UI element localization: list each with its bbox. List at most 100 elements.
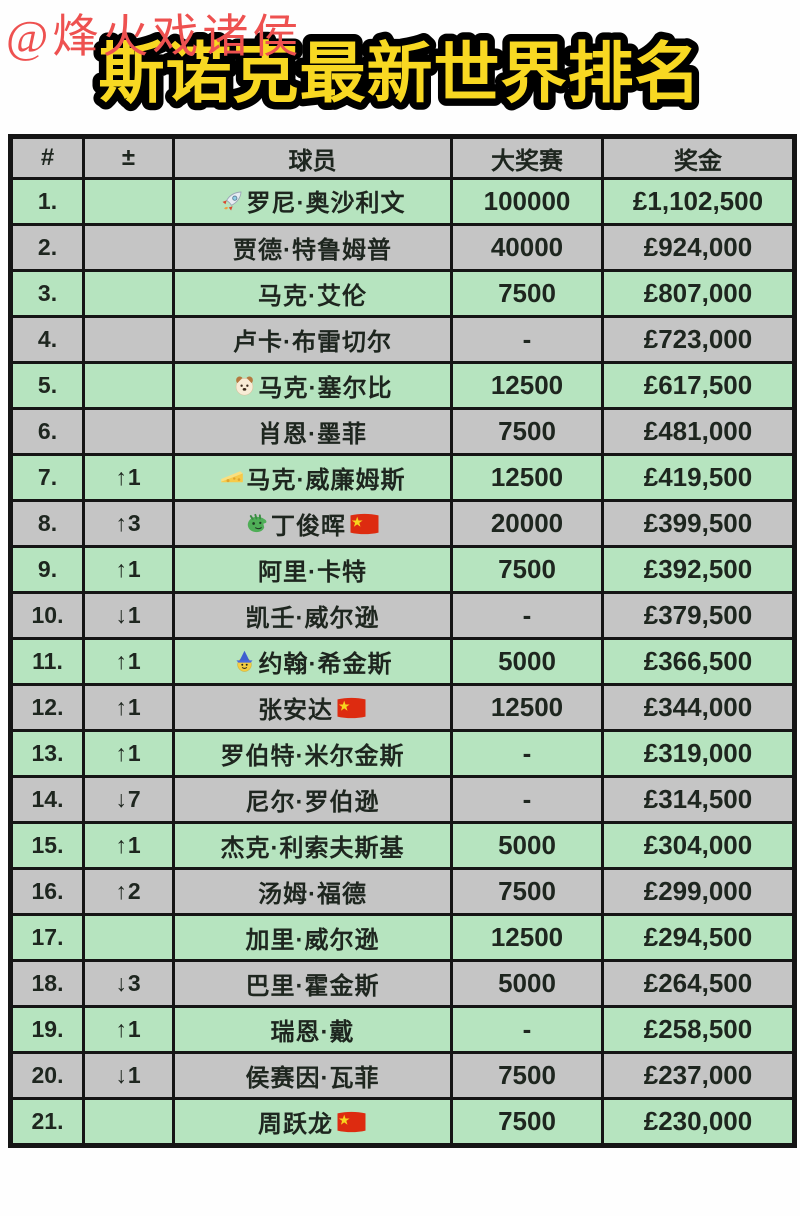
table-row: 18. ↓3 巴里·霍金斯 5000 £264,500	[9, 959, 796, 1008]
player-name: 瑞恩·戴	[270, 1019, 355, 1046]
rank-cell: 9.	[9, 545, 85, 594]
player-name: 汤姆·福德	[258, 881, 367, 908]
rank-cell: 10.	[9, 591, 85, 640]
prize-cell: £294,500	[601, 913, 796, 962]
player-name: 马克·艾伦	[258, 283, 367, 310]
player-inner: 瑞恩·戴	[271, 1012, 355, 1047]
cn-flag-icon	[336, 697, 367, 719]
prize-cell: £399,500	[601, 499, 796, 548]
header-row: # ± 球员 大奖赛 奖金	[9, 135, 796, 180]
player-inner: 侯赛因·瓦菲	[246, 1058, 380, 1093]
event-cell: 7500	[450, 545, 604, 594]
prize-cell: £419,500	[601, 453, 796, 502]
player-cell: 阿里·卡特	[172, 545, 453, 594]
change-cell: ↓3	[82, 959, 175, 1008]
player-inner: 尼尔·罗伯逊	[246, 782, 380, 817]
table-row: 5. 马克·塞尔比 12500 £617,500	[9, 361, 796, 410]
player-inner: 丁俊晖	[245, 506, 380, 541]
player-name: 侯赛因·瓦菲	[245, 1065, 380, 1092]
change-cell	[82, 315, 175, 364]
player-cell: 杰克·利索夫斯基	[172, 821, 453, 870]
ranking-table-wrap: # ± 球员 大奖赛 奖金 1. 罗尼·奥沙利文 100000 £1,102,500 2…	[8, 134, 797, 1148]
change-cell	[82, 177, 175, 226]
change-cell: ↑3	[82, 499, 175, 548]
table-row: 4. 卢卡·布雷切尔 - £723,000	[9, 315, 796, 364]
player-cell: 罗尼·奥沙利文	[172, 177, 453, 226]
change-cell	[82, 223, 175, 272]
player-name: 肖恩·墨菲	[258, 421, 367, 448]
player-inner: 卢卡·布雷切尔	[233, 322, 392, 357]
player-cell: 马克·艾伦	[172, 269, 453, 318]
rank-cell: 14.	[9, 775, 85, 824]
player-name: 罗尼·奥沙利文	[246, 190, 406, 218]
player-cell: 汤姆·福德	[172, 867, 453, 916]
watermark: @烽火戏诸侯	[6, 11, 303, 62]
rank-cell: 17.	[9, 913, 85, 962]
rank-cell: 11.	[9, 637, 85, 686]
rank-cell: 8.	[9, 499, 85, 548]
event-cell: 100000	[450, 177, 604, 226]
rank-cell: 3.	[9, 269, 85, 318]
player-name: 罗伯特·米尔金斯	[220, 743, 405, 770]
event-cell: 40000	[450, 223, 604, 272]
event-cell: 7500	[450, 407, 604, 456]
prize-cell: £299,000	[601, 867, 796, 916]
header-event: 大奖赛	[450, 135, 604, 180]
rocket-icon	[220, 189, 244, 213]
player-name: 丁俊晖	[271, 513, 346, 540]
event-cell: -	[450, 775, 604, 824]
rank-cell: 16.	[9, 867, 85, 916]
player-cell: 贾德·特鲁姆普	[172, 223, 453, 272]
player-name: 杰克·利索夫斯基	[220, 835, 405, 862]
prize-cell: £237,000	[601, 1051, 796, 1100]
player-inner: 罗伯特·米尔金斯	[221, 736, 405, 771]
event-cell: 5000	[450, 821, 604, 870]
rank-cell: 1.	[9, 177, 85, 226]
dog-icon	[233, 374, 256, 397]
prize-cell: £481,000	[601, 407, 796, 456]
player-inner: 罗尼·奥沙利文	[220, 183, 406, 218]
change-cell: ↓7	[82, 775, 175, 824]
prize-cell: £924,000	[601, 223, 796, 272]
player-inner: 贾德·特鲁姆普	[233, 230, 392, 265]
cn-flag-icon	[336, 1111, 367, 1133]
player-name: 加里·威尔逊	[245, 927, 380, 954]
player-inner: 巴里·霍金斯	[246, 966, 380, 1001]
table-row: 15. ↑1 杰克·利索夫斯基 5000 £304,000	[9, 821, 796, 870]
table-row: 7. ↑1 马克·威廉姆斯 12500 £419,500	[9, 453, 796, 502]
prize-cell: £344,000	[601, 683, 796, 732]
cheese-icon	[220, 468, 244, 487]
player-cell: 侯赛因·瓦菲	[172, 1051, 453, 1100]
player-name: 约翰·希金斯	[258, 650, 393, 678]
player-inner: 张安达	[258, 690, 367, 725]
title-svg: 斯诺克最新世界排名	[91, 29, 708, 118]
prize-cell: £258,500	[601, 1005, 796, 1054]
prize-cell: £1,102,500	[601, 177, 796, 226]
event-cell: 5000	[450, 959, 604, 1008]
change-cell: ↑1	[82, 729, 175, 778]
player-inner: 约翰·希金斯	[233, 644, 393, 679]
rank-cell: 21.	[9, 1097, 85, 1147]
prize-cell: £392,500	[601, 545, 796, 594]
prize-cell: £304,000	[601, 821, 796, 870]
table-row: 11. ↑1 约翰·希金斯 5000 £366,500	[9, 637, 796, 686]
player-name: 阿里·卡特	[258, 559, 367, 586]
change-cell: ↑1	[82, 545, 175, 594]
player-inner: 肖恩·墨菲	[258, 414, 367, 449]
player-cell: 凯壬·威尔逊	[172, 591, 453, 640]
player-cell: 马克·塞尔比	[172, 361, 453, 410]
player-cell: 约翰·希金斯	[172, 637, 453, 686]
table-row: 2. 贾德·特鲁姆普 40000 £924,000	[9, 223, 796, 272]
table-row: 21. 周跃龙 7500 £230,000	[9, 1097, 796, 1147]
player-inner: 杰克·利索夫斯基	[221, 828, 405, 863]
rank-cell: 12.	[9, 683, 85, 732]
event-cell: -	[450, 1005, 604, 1054]
rank-cell: 13.	[9, 729, 85, 778]
change-cell	[82, 1097, 175, 1147]
player-name: 贾德·特鲁姆普	[233, 237, 392, 264]
event-cell: -	[450, 315, 604, 364]
player-name: 马克·塞尔比	[258, 374, 393, 402]
table-row: 17. 加里·威尔逊 12500 £294,500	[9, 913, 796, 962]
prize-cell: £723,000	[601, 315, 796, 364]
table-row: 20. ↓1 侯赛因·瓦菲 7500 £237,000	[9, 1051, 796, 1100]
